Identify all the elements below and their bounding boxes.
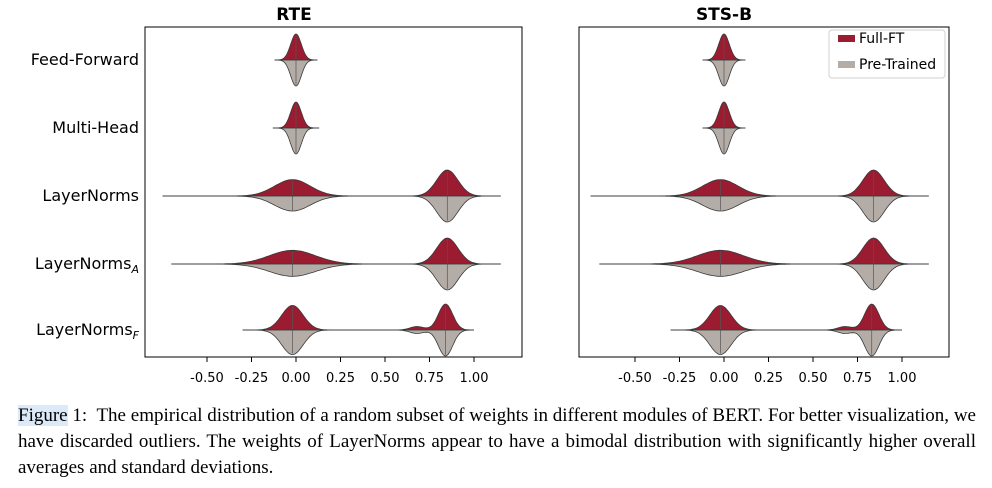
legend: Full-FT Pre-Trained [828,29,946,79]
row-labels: Feed-Forward Multi-Head LayerNorms LayerNor… [31,50,140,342]
x-tick-label: 0.75 [415,371,444,386]
x-tick-label: 0.50 [371,371,400,386]
violin-half-full-ft [171,237,501,265]
x-tick-label: 0.25 [754,371,783,386]
row-label: LayerNormsA [35,254,139,276]
legend-frame [828,29,946,79]
violin-half-full-ft [162,169,501,197]
x-tick-label: 0.00 [282,371,311,386]
violin-half-pre-trained [162,195,501,223]
row-label: Multi-Head [52,118,139,137]
x-axis-ticks: -0.50 -0.25 0.00 0.25 0.50 0.75 1.00 [618,357,916,386]
legend-swatch-pre-trained [838,61,855,68]
panel-title: RTE [276,5,312,25]
legend-label-full-ft: Full-FT [859,31,905,47]
x-tick-label: 0.75 [843,371,872,386]
caption-label: Figure [18,405,68,426]
violin-half-full-ft [670,303,902,331]
x-axis-ticks: -0.50 -0.25 0.00 0.25 0.50 0.75 1.00 [190,357,488,386]
violin-half-pre-trained [590,195,929,223]
caption-number: 1: [72,405,88,426]
x-tick-label: -0.50 [618,371,652,386]
x-tick-label: -0.50 [190,371,224,386]
x-tick-label: 0.00 [710,371,739,386]
violin-half-full-ft [590,169,929,197]
violins [162,33,501,357]
x-tick-label: 0.50 [799,371,828,386]
x-tick-label: 1.00 [888,371,917,386]
panel-sts-b: STS-B -0.50 -0.25 0.00 0.25 0.50 0.75 1.00 Ful… [578,5,950,386]
x-tick-label: 0.25 [326,371,355,386]
figure-caption: Figure 1: The empirical distribution of … [18,403,976,481]
row-label: Feed-Forward [31,50,139,69]
violins [590,33,929,357]
panel-rte: RTE -0.50 -0.25 0.00 0.25 0.50 0.75 1.00 [144,5,523,386]
row-label: LayerNormsF [36,320,140,342]
violin-half-pre-trained [171,263,501,291]
caption-text: The empirical distribution of a random s… [18,405,976,478]
violin-chart: Feed-Forward Multi-Head LayerNorms LayerNor… [31,5,950,386]
violin-half-pre-trained [242,329,474,357]
x-tick-label: -0.25 [235,371,269,386]
plot-frame [578,26,950,358]
violin-half-pre-trained [670,329,902,357]
panel-title: STS-B [696,5,752,25]
x-tick-label: 1.00 [460,371,489,386]
legend-label-pre-trained: Pre-Trained [859,57,936,73]
violin-half-full-ft [242,303,474,331]
plot-frame [144,26,523,358]
legend-swatch-full-ft [838,35,855,42]
violin-half-full-ft [599,237,929,265]
figure: Feed-Forward Multi-Head LayerNorms LayerNor… [31,5,950,386]
x-tick-label: -0.25 [663,371,697,386]
violin-half-pre-trained [599,263,929,291]
row-label: LayerNorms [42,186,139,205]
